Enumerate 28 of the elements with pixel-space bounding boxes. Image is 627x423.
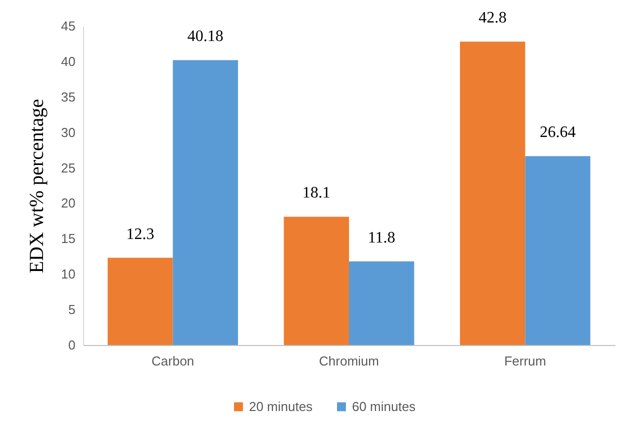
y-tick-label: 5	[68, 302, 76, 318]
data-label: 26.64	[540, 124, 576, 142]
bar	[108, 258, 173, 345]
legend-label: 20 minutes	[248, 398, 314, 414]
y-axis-title: EDX wt% percentage	[26, 98, 48, 274]
bar	[525, 156, 590, 345]
y-tick-label: 20	[61, 196, 76, 211]
data-label: 40.18	[187, 28, 224, 46]
x-tick-label: Chromium	[319, 354, 379, 368]
data-label: 11.8	[368, 229, 396, 246]
bar	[172, 60, 238, 345]
y-tick-label: 35	[61, 89, 76, 104]
legend-label: 60 minutes	[352, 398, 416, 414]
y-tick-label: 15	[61, 231, 76, 246]
data-label: 18.1	[302, 184, 330, 202]
y-tick-label: 10	[61, 266, 76, 282]
y-tick-label: 45	[61, 18, 76, 34]
x-tick-label: Ferrum	[504, 354, 546, 368]
y-tick-label: 0	[68, 338, 76, 352]
bar	[460, 42, 526, 345]
data-label: 12.3	[126, 226, 154, 243]
y-tick-label: 25	[61, 160, 76, 176]
bar	[284, 216, 349, 345]
data-label: 42.8	[478, 10, 507, 27]
bar	[349, 261, 414, 345]
y-tick-label: 40	[61, 54, 76, 69]
x-tick-label: Carbon	[152, 354, 194, 368]
y-tick-label: 30	[61, 124, 76, 140]
